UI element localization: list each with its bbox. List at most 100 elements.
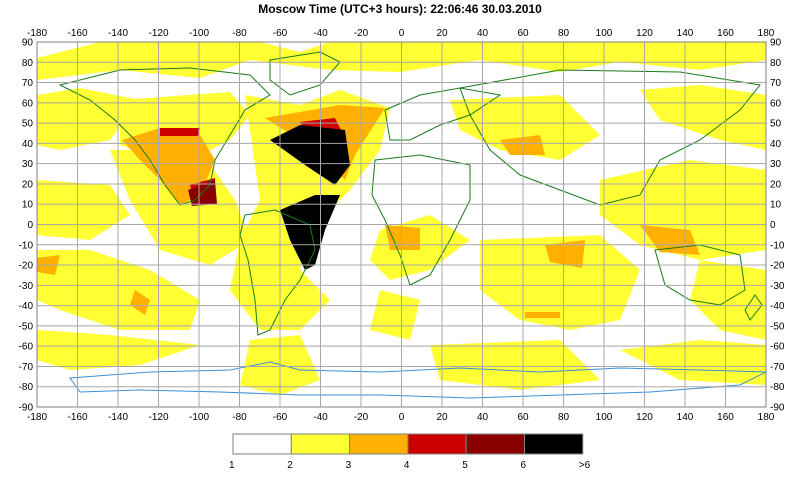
latitude-tick-label: 0: [27, 220, 33, 231]
longitude-tick-label: 120: [636, 412, 653, 423]
latitude-tick-label: -40: [770, 301, 785, 312]
legend-swatch: [290, 433, 351, 455]
latitude-tick-label: -50: [19, 321, 34, 332]
latitude-tick-label: 30: [22, 159, 34, 170]
longitude-tick-label: 140: [677, 412, 694, 423]
asia-coast: [459, 69, 761, 206]
legend-label: 2: [287, 460, 293, 471]
longitude-tick-label: -160: [67, 28, 87, 39]
latitude-tick-label: 40: [770, 139, 782, 150]
longitude-tick-label: -180: [27, 28, 47, 39]
longitude-tick-label: -180: [27, 412, 47, 423]
longitude-labels-bottom: -180 -160 -140 -120 -100 -80 -60 -40 -20 0 20 40 60 8…: [27, 412, 775, 423]
latitude-labels-left: 90 80 70 60 50 40 30 20 10 0 -10 -20 -30 -40 -50 -60 -70…: [19, 38, 34, 414]
latitude-tick-label: 0: [770, 220, 776, 231]
latitude-tick-label: -10: [770, 240, 785, 251]
longitude-tick-label: 180: [758, 28, 775, 39]
longitude-tick-label: 20: [436, 412, 448, 423]
region-level-gt6: [280, 195, 340, 270]
longitude-tick-label: -140: [108, 412, 128, 423]
region-level-gt6: [270, 125, 350, 185]
plot-frame: [36, 41, 767, 408]
latitude-tick-label: 90: [770, 38, 782, 49]
longitude-tick-label: 160: [717, 28, 734, 39]
region-level-2: [370, 290, 420, 340]
latitude-tick-label: -20: [19, 261, 34, 272]
map-title: Moscow Time (UTC+3 hours): 22:06:46 30.0…: [258, 2, 542, 16]
latitude-tick-label: -50: [770, 321, 785, 332]
latitude-tick-label: 70: [770, 78, 782, 89]
latitude-tick-label: -40: [19, 301, 34, 312]
legend-label: 6: [520, 460, 527, 471]
latitude-tick-label: 20: [770, 179, 782, 190]
latitude-tick-label: 80: [770, 58, 782, 69]
legend-swatch: [465, 433, 526, 455]
latitude-tick-label: -10: [19, 240, 34, 251]
latitude-tick-label: 50: [770, 119, 782, 130]
latitude-tick-label: 90: [22, 38, 34, 49]
longitude-tick-label: 100: [596, 28, 613, 39]
longitude-tick-label: 0: [399, 412, 405, 423]
latitude-tick-label: -90: [19, 403, 34, 414]
legend-label: 3: [345, 460, 352, 471]
legend-label: 1: [229, 460, 235, 471]
longitude-tick-label: 40: [477, 412, 489, 423]
latitude-tick-label: -80: [770, 382, 785, 393]
legend-label: 5: [462, 460, 468, 471]
region-level-4: [160, 128, 200, 136]
latitude-tick-label: 60: [770, 98, 782, 109]
latitude-tick-label: 10: [22, 200, 34, 211]
latitude-tick-label: 80: [22, 58, 34, 69]
longitude-tick-label: -140: [108, 28, 128, 39]
latitude-tick-label: 60: [22, 98, 34, 109]
longitude-tick-label: -40: [313, 412, 328, 423]
region-level-2: [620, 340, 766, 385]
latitude-tick-label: -60: [770, 342, 785, 353]
latitude-tick-label: -20: [770, 261, 785, 272]
longitude-tick-label: 100: [596, 412, 613, 423]
new-zealand-coast: [744, 294, 763, 321]
longitude-tick-label: -120: [148, 28, 168, 39]
latitude-tick-label: 40: [22, 139, 34, 150]
longitude-tick-label: 0: [399, 28, 405, 39]
legend-swatch: [524, 433, 584, 455]
legend-swatch: [232, 433, 292, 455]
legend-label: 4: [403, 460, 410, 471]
south-america-coast: [239, 209, 316, 336]
latitude-labels-right: 90 80 70 60 50 40 30 20 10 0 -10 -20 -30 -40 -50 -60 -70…: [770, 38, 785, 414]
longitude-tick-label: -20: [354, 28, 369, 39]
longitude-tick-label: 140: [677, 28, 694, 39]
latitude-tick-label: -70: [19, 362, 34, 373]
latitude-tick-label: -30: [770, 281, 785, 292]
latitude-tick-label: -60: [19, 342, 34, 353]
longitude-tick-label: -120: [148, 412, 168, 423]
region-level-2: [430, 340, 600, 390]
longitude-tick-label: -40: [313, 28, 328, 39]
region-level-3: [545, 240, 585, 268]
longitude-tick-label: -100: [189, 412, 209, 423]
longitude-tick-label: -20: [354, 412, 369, 423]
longitude-tick-label: -160: [67, 412, 87, 423]
legend-swatch: [407, 433, 467, 455]
longitude-tick-label: 80: [558, 28, 570, 39]
latitude-tick-label: 20: [22, 179, 34, 190]
longitude-tick-label: -100: [189, 28, 209, 39]
region-level-3: [525, 312, 560, 318]
latitude-tick-label: -70: [770, 362, 785, 373]
region-level-3: [130, 290, 150, 315]
longitude-tick-label: 60: [517, 412, 529, 423]
longitude-tick-label: 120: [636, 28, 653, 39]
longitude-tick-label: 20: [436, 28, 448, 39]
longitude-tick-label: 160: [717, 412, 734, 423]
longitude-tick-label: -60: [273, 28, 288, 39]
latitude-tick-label: -90: [770, 403, 785, 414]
longitude-tick-label: -60: [273, 412, 288, 423]
longitude-tick-label: -80: [232, 28, 247, 39]
coastlines: [58, 51, 763, 336]
longitude-tick-label: 180: [758, 412, 775, 423]
latitude-tick-label: -80: [19, 382, 34, 393]
region-level-3: [385, 225, 420, 250]
color-legend: [232, 433, 584, 455]
africa-coast: [371, 154, 471, 286]
